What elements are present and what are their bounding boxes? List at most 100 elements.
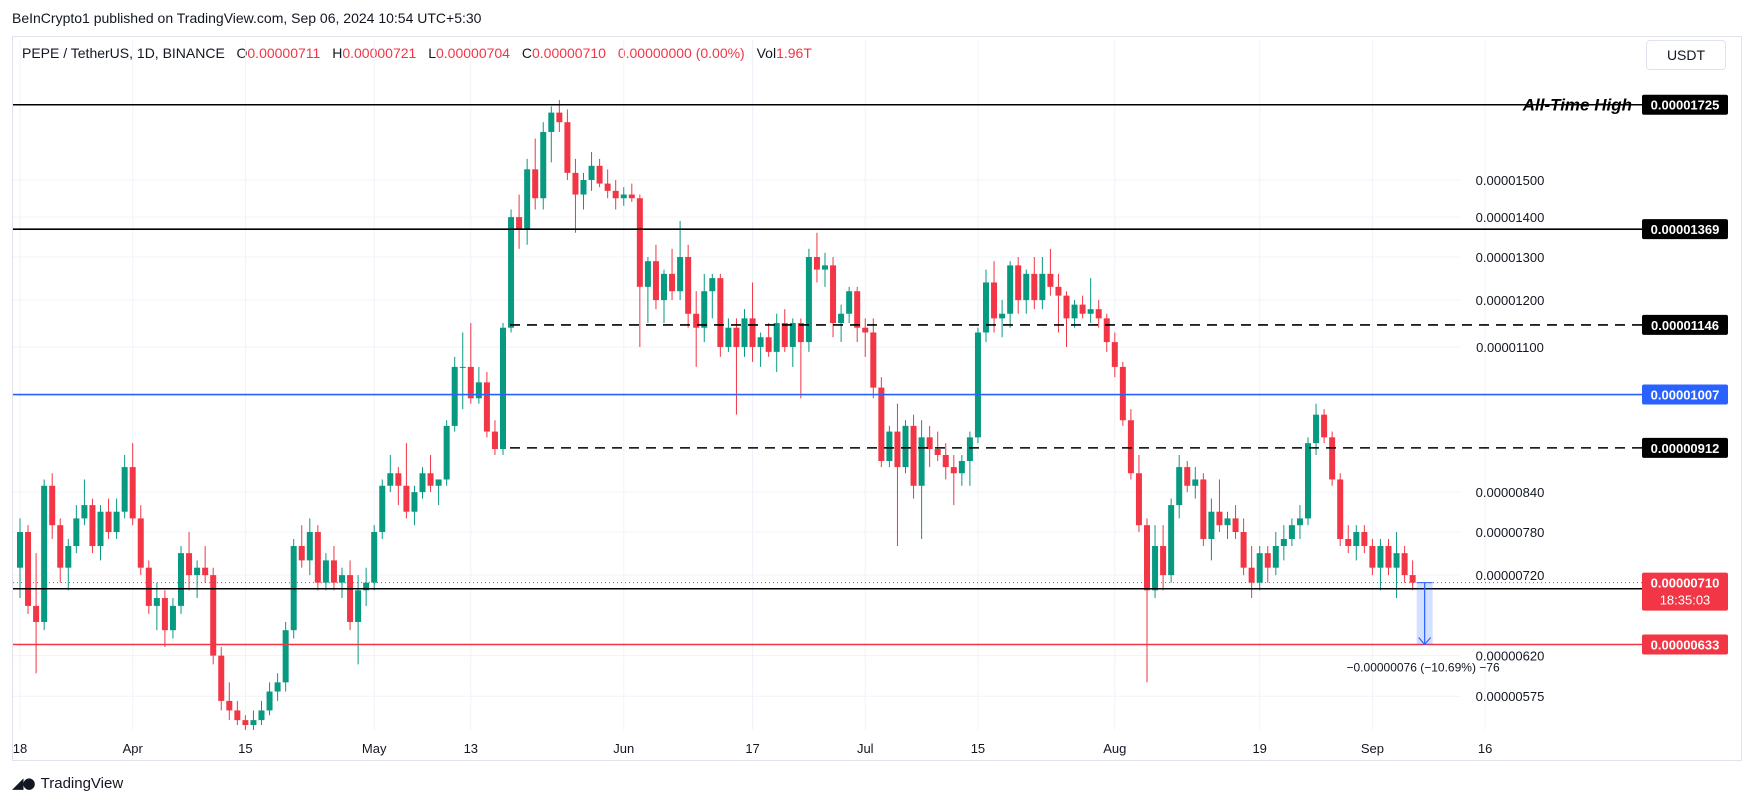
level-badge: [1642, 634, 1728, 655]
candle-body: [950, 467, 957, 474]
candle-body: [822, 265, 828, 270]
x-tick-label: Jul: [857, 741, 874, 756]
candle-body: [983, 282, 989, 333]
candle-body: [379, 485, 386, 533]
price-axis: 0.00001500 0.00001400 0.00001300 0.00001200…: [1476, 94, 1728, 704]
candle-body: [749, 318, 756, 347]
volume-value: 1.96T: [776, 45, 812, 61]
candle-body: [459, 366, 466, 368]
x-tick-label: 13: [464, 741, 478, 756]
candle-body: [355, 590, 362, 622]
candle-body: [1377, 546, 1384, 568]
candle-body: [516, 217, 523, 229]
candle-body: [556, 112, 563, 123]
candle-body: [838, 313, 845, 324]
candle-body: [644, 261, 651, 287]
candle-body: [596, 165, 603, 184]
level-badge-label: 0.00000912: [1651, 441, 1720, 456]
candle-body: [1135, 473, 1142, 526]
candle-body: [918, 437, 925, 486]
candle-body: [258, 710, 265, 721]
candle-body: [1321, 414, 1328, 438]
candle-body: [846, 291, 853, 314]
currency-button[interactable]: USDT: [1646, 40, 1726, 70]
candle-body: [886, 431, 893, 462]
candle-body: [266, 691, 273, 711]
candle-body: [403, 485, 410, 512]
level-badge: [1642, 437, 1728, 458]
candle-body: [604, 183, 611, 191]
candle-body: [1280, 538, 1287, 547]
candle-body: [218, 655, 225, 701]
tradingview-brand[interactable]: ◢● TradingView: [12, 774, 123, 792]
candle-body: [1329, 437, 1336, 480]
candle-body: [1095, 309, 1102, 319]
candle-body: [1168, 505, 1175, 576]
measure-arrow-icon: [1418, 637, 1432, 646]
candle-body: [701, 291, 708, 328]
candle-body: [113, 511, 120, 533]
candle-body: [1103, 318, 1110, 343]
change-value: 0.00000000 (0.00%): [617, 45, 745, 61]
x-tick-label: 16: [1478, 741, 1492, 756]
x-tick-label: May: [362, 741, 387, 756]
candle-body: [73, 518, 80, 547]
candle-body: [693, 313, 700, 328]
candle-body: [854, 291, 861, 328]
candle-body: [491, 431, 498, 450]
x-tick-label: 15: [238, 741, 252, 756]
candle-body: [322, 560, 329, 583]
close-label: C: [521, 45, 532, 61]
candle-body: [65, 546, 72, 568]
candle-body: [870, 332, 877, 388]
candle-body: [210, 575, 217, 656]
candle-body: [1305, 443, 1311, 519]
candle-body: [387, 473, 394, 486]
candle-body: [81, 505, 88, 519]
candle-body: [1345, 538, 1352, 547]
candle-body: [1232, 518, 1239, 533]
candle-body: [532, 169, 539, 199]
candle-body: [483, 382, 490, 432]
candle-body: [427, 473, 434, 486]
candle-body: [813, 257, 820, 270]
brand-name: TradingView: [40, 774, 124, 792]
candle-body: [105, 511, 112, 533]
candle-body: [999, 313, 1006, 319]
candle-body: [129, 467, 136, 519]
candle-body: [1047, 273, 1054, 287]
candle-body: [548, 112, 555, 132]
candle-body: [805, 257, 812, 343]
candle-body: [894, 431, 901, 468]
last-price-badge: [1642, 572, 1728, 611]
chart-frame: [12, 36, 1742, 761]
candle-body: [934, 449, 941, 455]
candle-body: [902, 425, 909, 468]
price-levels: [13, 103, 1645, 646]
candle-body: [242, 720, 249, 726]
candle-body: [274, 682, 281, 692]
candles: [17, 100, 1416, 730]
level-badge-label: 0.00001007: [1651, 388, 1720, 403]
candle-body: [314, 532, 321, 583]
candle-body: [1079, 304, 1086, 314]
candle-body: [564, 122, 571, 173]
candle-body: [1087, 309, 1094, 314]
candle-body: [620, 194, 627, 199]
x-tick-label: Apr: [123, 741, 144, 756]
candle-body: [580, 179, 587, 195]
level-badge-label: 0.00001725: [1651, 98, 1720, 113]
x-tick-label: 17: [745, 741, 759, 756]
candle-body: [33, 605, 40, 622]
candle-body: [186, 553, 193, 576]
candle-body: [330, 560, 337, 583]
y-tick-label: 0.00000780: [1476, 525, 1545, 540]
x-tick-label: Aug: [1103, 741, 1126, 756]
candle-body: [669, 273, 676, 292]
candle-body: [765, 337, 772, 352]
symbol-label[interactable]: PEPE / TetherUS, 1D, BINANCE: [22, 45, 225, 61]
candle-body: [1224, 518, 1231, 526]
candle-body: [1264, 553, 1271, 568]
last-price-label: 0.00000710: [1651, 576, 1720, 591]
